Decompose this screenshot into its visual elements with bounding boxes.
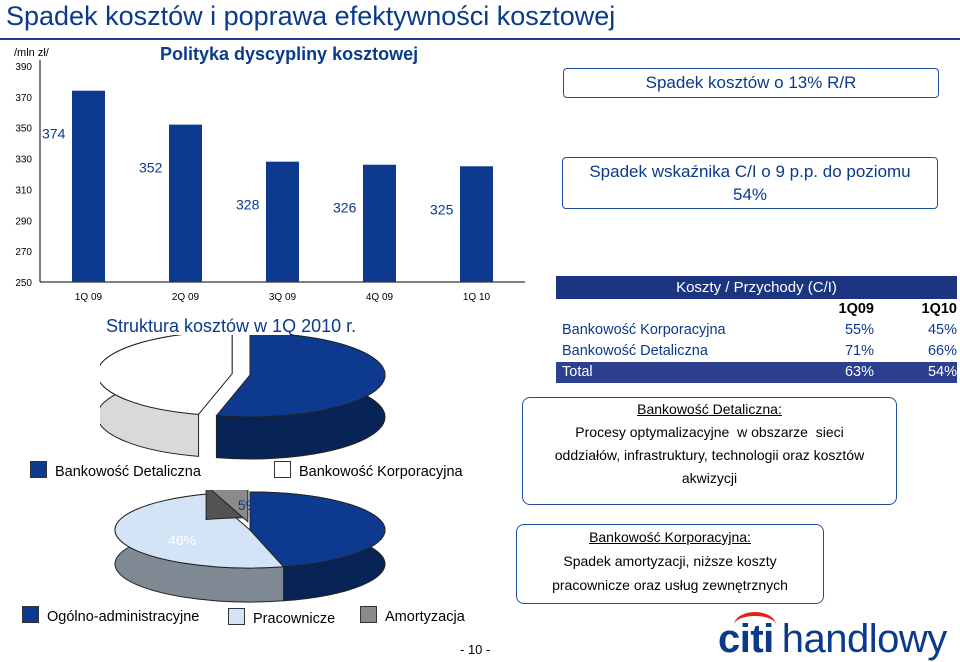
cost-bar-chart: /mln zł/ 250 270 290 310 330 350 370 390 374 1Q …	[14, 47, 525, 303]
bar-chart-bars: 374 1Q 09 352 2Q 09 328 3Q 09 326 4Q 09 325 1Q 10	[42, 90, 493, 303]
legend-swatch-corporate	[274, 461, 291, 478]
pie-chart-title: Struktura kosztów w 1Q 2010 r.	[106, 316, 357, 336]
pie-value-label: 46%	[300, 360, 328, 376]
bar-chart-y-axis: 250 270 290 310 330 350 370 390	[15, 60, 525, 289]
segment-pie-chart: 54% 46%	[100, 335, 386, 460]
x-tick-label: 4Q 09	[366, 292, 394, 303]
bar-value-label: 328	[236, 197, 260, 213]
logo-arc	[734, 612, 776, 638]
legend-label-depreciation: Amortyzacja	[385, 609, 465, 625]
legend-swatch-admin	[22, 606, 39, 623]
pie-slice	[210, 490, 249, 523]
retail-note-line-2: oddziałów, infrastruktury, technologii o…	[554, 447, 865, 463]
retail-note-box: Bankowość Detaliczna: Procesy optymaliza…	[522, 397, 897, 505]
y-tick-label: 270	[15, 247, 32, 258]
ci-table-col1-header: 1Q09	[838, 301, 874, 317]
x-tick-label: 1Q 10	[463, 292, 491, 303]
ci-table-title: Koszty / Przychody (C/I)	[556, 276, 957, 299]
ci-callout-line-2: 54%	[732, 185, 768, 204]
ci-row-label: Bankowość Detaliczna	[562, 343, 708, 359]
ci-row-value-1q10: 45%	[927, 322, 957, 338]
x-tick-label: 3Q 09	[269, 292, 297, 303]
ci-row-label: Total	[562, 364, 593, 380]
y-tick-label: 330	[15, 155, 32, 166]
ci-row-value-1q09: 63%	[844, 364, 874, 380]
bar-chart-subtitle: Polityka dyscypliny kosztowej	[160, 44, 419, 64]
legend-label-admin: Ogólno-administracyjne	[47, 609, 200, 625]
ci-row-label: Bankowość Korporacyjna	[562, 322, 726, 338]
y-tick-label: 390	[15, 62, 32, 73]
bar	[266, 161, 299, 282]
cost-type-pie-chart: 46% 49% 5%	[114, 490, 386, 603]
corporate-note-line-1: Spadek amortyzacji, niższe koszty	[563, 553, 777, 569]
logo-citi: citi	[718, 612, 776, 661]
pie-value-label: 5%	[238, 497, 258, 513]
retail-note-line-1: Procesy optymalizacyjne w obszarze sieci	[575, 424, 844, 440]
page-title: Spadek kosztów i poprawa efektywności ko…	[6, 1, 616, 31]
legend-item-retail: Bankowość Detaliczna	[30, 461, 201, 480]
ci-callout-line-1: Spadek wskaźnika C/I o 9 p.p. do poziomu	[589, 162, 911, 181]
pie-slice	[100, 335, 233, 415]
y-tick-label: 310	[15, 185, 32, 196]
bar-value-label: 374	[42, 126, 66, 142]
ci-table-header-blank	[556, 299, 791, 320]
legend-item-personnel: Pracownicze	[228, 608, 335, 627]
pie-slice	[215, 335, 386, 418]
bar	[363, 164, 396, 282]
cost-decline-callout: Spadek kosztów o 13% R/R	[563, 68, 939, 98]
ci-table-col2-header: 1Q10	[921, 301, 957, 317]
unit-label: /mln zł/	[14, 47, 50, 59]
corporate-note-line-2: pracownicze oraz usług zewnętrznych	[552, 577, 788, 593]
logo-handlowy: handlowy	[781, 617, 948, 661]
bar-value-label: 325	[430, 201, 454, 217]
y-tick-label: 290	[15, 216, 32, 227]
table-row-total: Total 63% 54%	[556, 362, 957, 383]
citi-handlowy-logo: citi handlowy	[718, 612, 948, 662]
corporate-note-box: Bankowość Korporacyjna: Spadek amortyzac…	[516, 524, 824, 604]
bar-value-label: 326	[333, 200, 357, 216]
table-row: Bankowość Detaliczna 71% 66%	[556, 341, 957, 362]
bar	[460, 166, 493, 282]
bar-value-label: 352	[139, 160, 163, 176]
retail-note-heading: Bankowość Detaliczna:	[637, 401, 782, 417]
pie-value-label: 49%	[308, 515, 336, 531]
legend-label-corporate: Bankowość Korporacyjna	[299, 464, 463, 480]
ci-row-value-1q09: 55%	[844, 322, 874, 338]
legend-swatch-personnel	[228, 608, 245, 625]
retail-note-line-3: akwizycji	[681, 470, 738, 486]
ci-row-value-1q09: 71%	[844, 343, 874, 359]
legend-label-retail: Bankowość Detaliczna	[55, 464, 201, 480]
x-tick-label: 2Q 09	[172, 292, 200, 303]
ci-row-value-1q10: 66%	[927, 343, 957, 359]
legend-swatch-depreciation	[360, 606, 377, 623]
pie-slice	[249, 491, 386, 568]
legend-item-admin: Ogólno-administracyjne	[22, 606, 199, 625]
bar	[72, 90, 105, 282]
title-divider	[0, 38, 960, 40]
legend-label-personnel: Pracownicze	[253, 611, 336, 627]
legend-item-depreciation: Amortyzacja	[360, 606, 465, 625]
corporate-note-heading: Bankowość Korporacyjna:	[589, 529, 751, 545]
legend-item-corporate: Bankowość Korporacyjna	[274, 461, 463, 480]
pie-slice	[114, 493, 285, 569]
ci-decline-callout: Spadek wskaźnika C/I o 9 p.p. do poziomu…	[562, 157, 938, 209]
y-tick-label: 250	[15, 278, 32, 289]
ci-row-value-1q10: 54%	[927, 364, 957, 380]
pie-value-label: 46%	[168, 532, 196, 548]
table-row: Bankowość Korporacyjna 55% 45%	[556, 320, 957, 341]
page-number: - 10 -	[460, 642, 491, 657]
ci-table-header-row: 1Q09 1Q10	[556, 299, 957, 320]
legend-swatch-retail	[30, 461, 47, 478]
x-tick-label: 1Q 09	[75, 292, 103, 303]
ci-table: Koszty / Przychody (C/I) 1Q09 1Q10 Banko…	[556, 276, 957, 383]
y-tick-label: 370	[15, 93, 32, 104]
bar	[169, 124, 202, 282]
pie-value-label: 54%	[168, 385, 196, 401]
y-tick-label: 350	[15, 124, 32, 135]
